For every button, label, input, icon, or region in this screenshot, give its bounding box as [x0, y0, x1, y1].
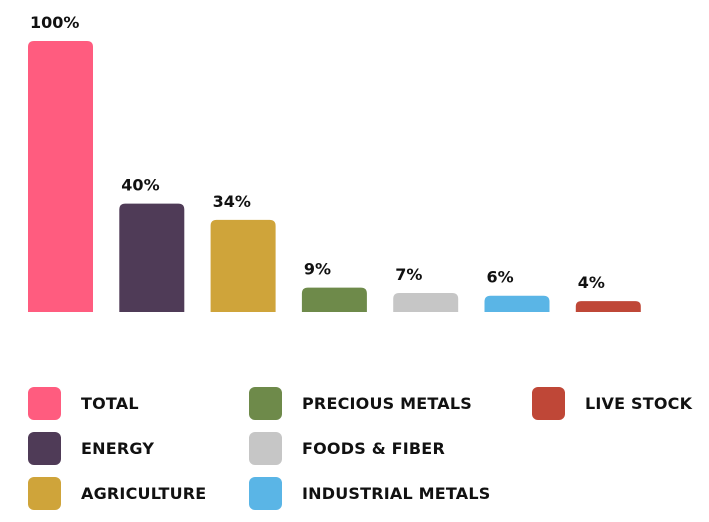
- legend-item-industrial-metals: INDUSTRIAL METALS: [249, 476, 491, 510]
- legend-label-energy: ENERGY: [81, 438, 155, 458]
- legend-label-live-stock: LIVE STOCK: [585, 393, 693, 413]
- legend-item-total: TOTAL: [28, 386, 139, 420]
- legend-label-precious-metals: PRECIOUS METALS: [302, 393, 472, 413]
- legend-label-industrial-metals: INDUSTRIAL METALS: [302, 483, 491, 503]
- legend-swatch-foods-fiber: [249, 431, 282, 465]
- bar-value-label-precious-metals: 9%: [304, 260, 331, 279]
- legend-label-total: TOTAL: [81, 393, 139, 413]
- bar-total: [28, 41, 93, 312]
- legend-item-live-stock: LIVE STOCK: [532, 386, 693, 420]
- legend-swatch-live-stock: [532, 386, 565, 420]
- bar-value-label-agriculture: 34%: [213, 192, 251, 211]
- legend-label-foods-fiber: FOODS & FIBER: [302, 438, 445, 458]
- bar-value-label-foods-fiber: 7%: [395, 265, 422, 284]
- legend-item-energy: ENERGY: [28, 431, 155, 465]
- bar-value-label-industrial-metals: 6%: [487, 268, 514, 287]
- bar-live-stock: [575, 301, 641, 312]
- bar-value-label-live-stock: 4%: [578, 273, 605, 292]
- bar-value-label-energy: 40%: [121, 176, 159, 195]
- legend-item-precious-metals: PRECIOUS METALS: [249, 386, 472, 420]
- legend-swatch-precious-metals: [249, 386, 282, 420]
- legend-item-foods-fiber: FOODS & FIBER: [249, 431, 445, 465]
- legend-label-agriculture: AGRICULTURE: [81, 483, 207, 503]
- legend-item-agriculture: AGRICULTURE: [28, 476, 207, 510]
- legend-swatch-energy: [28, 431, 61, 465]
- bar-chart: 100% 40% 34% 9% 7% 6% 4%: [28, 13, 641, 312]
- legend-swatch-total: [28, 386, 61, 420]
- legend-swatch-agriculture: [28, 476, 61, 510]
- bar-energy: [119, 203, 185, 312]
- bar-industrial-metals: [484, 295, 550, 312]
- legend-swatch-industrial-metals: [249, 476, 282, 510]
- bar-precious-metals: [301, 287, 367, 312]
- bar-agriculture: [210, 219, 276, 312]
- bar-foods-fiber: [393, 293, 459, 312]
- bar-value-label-total: 100%: [30, 13, 79, 32]
